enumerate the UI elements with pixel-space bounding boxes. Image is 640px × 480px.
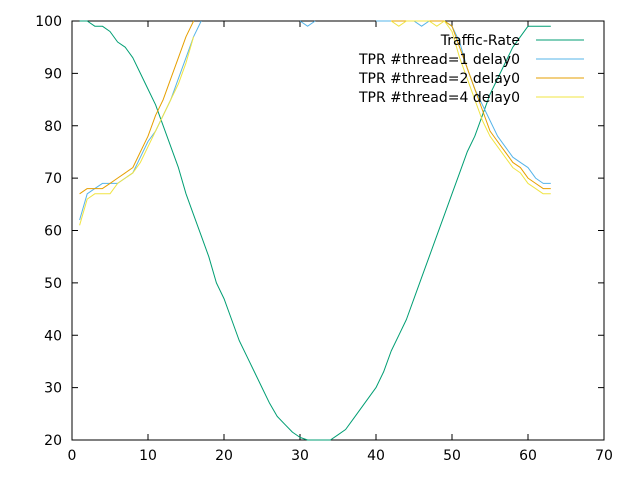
x-tick-label: 30	[291, 448, 309, 464]
y-tick-label: 50	[44, 276, 62, 292]
series-line-4	[79, 20, 551, 226]
y-tick-label: 20	[44, 433, 62, 449]
y-tick-label: 60	[44, 224, 62, 240]
y-tick-label: 30	[44, 381, 62, 397]
legend-label: TPR #thread=4 delay0	[358, 90, 520, 106]
y-tick-label: 100	[35, 14, 62, 30]
series-lines	[79, 20, 551, 441]
y-tick-label: 90	[44, 66, 62, 82]
y-axis-ticks: 20 30 40 50 60 70 80 90 100	[35, 14, 604, 449]
plot-frame	[71, 20, 605, 441]
x-tick-label: 60	[519, 448, 537, 464]
x-axis-ticks: 0 10 20 30 40 50 60 70	[68, 21, 613, 464]
x-tick-label: 0	[68, 448, 77, 464]
y-tick-label: 70	[44, 171, 62, 187]
series-line-1	[79, 20, 551, 441]
y-tick-label: 80	[44, 119, 62, 135]
x-tick-label: 40	[367, 448, 385, 464]
x-tick-label: 20	[215, 448, 233, 464]
legend: Traffic-Rate TPR #thread=1 delay0 TPR #thr…	[358, 33, 584, 106]
x-tick-label: 10	[139, 448, 157, 464]
legend-label: TPR #thread=1 delay0	[358, 52, 520, 68]
legend-label: Traffic-Rate	[440, 33, 520, 49]
plot-border	[71, 20, 605, 441]
legend-label: TPR #thread=2 delay0	[358, 71, 520, 87]
x-tick-label: 50	[443, 448, 461, 464]
x-tick-label: 70	[595, 448, 613, 464]
y-tick-label: 40	[44, 328, 62, 344]
